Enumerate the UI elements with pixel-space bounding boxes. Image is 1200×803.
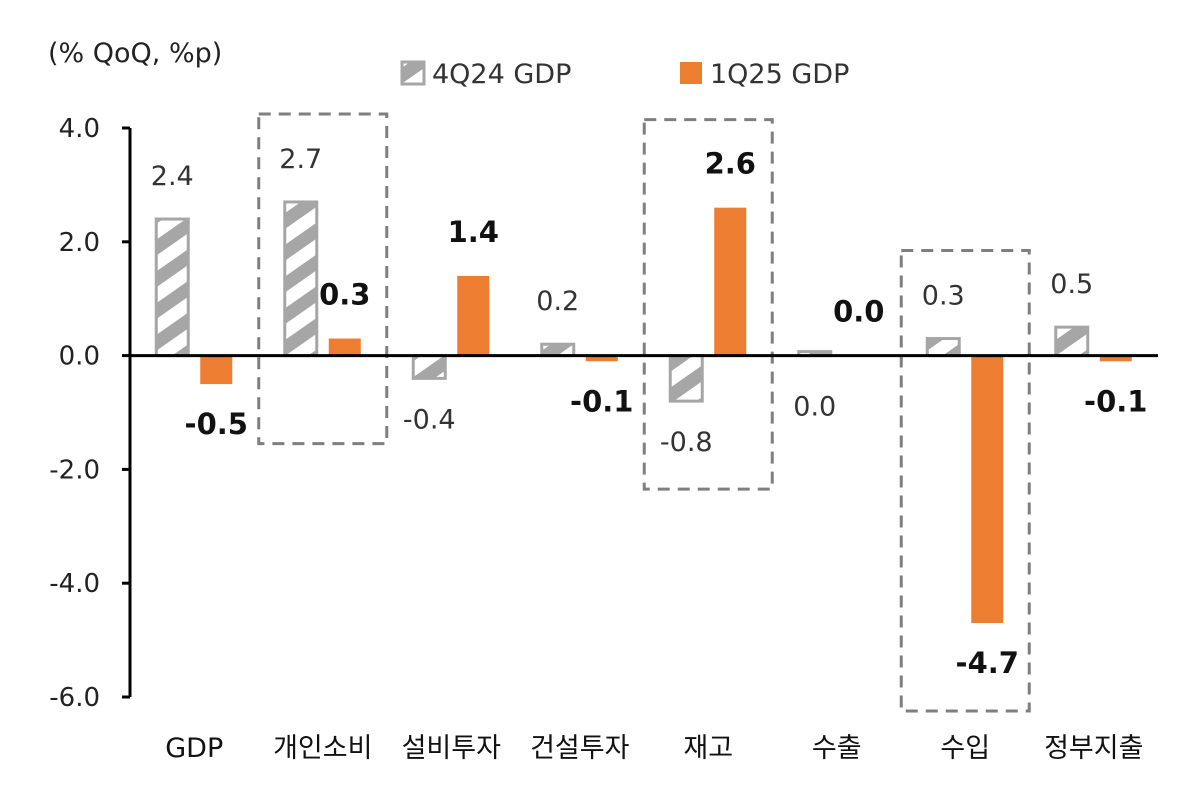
- bar-curr: [457, 275, 490, 356]
- y-tick-label: -2.0: [49, 455, 100, 485]
- value-label-curr: 1.4: [448, 215, 499, 249]
- legend-label-curr: 1Q25 GDP: [710, 59, 849, 90]
- category-label: GDP: [165, 733, 223, 764]
- value-label-prev: 2.4: [151, 161, 194, 192]
- bar-curr: [971, 355, 1004, 624]
- bar-curr: [714, 207, 747, 356]
- bar-prev: [154, 217, 190, 358]
- category-label: 재고: [683, 733, 733, 764]
- category-label: 수출: [812, 733, 862, 764]
- bar-prev: [540, 342, 576, 358]
- highlight-box: [642, 118, 774, 491]
- bar-curr: [1099, 355, 1132, 362]
- legend-item-curr: 1Q25 GDP: [680, 59, 849, 90]
- value-label-prev: -0.8: [660, 427, 713, 458]
- legend-swatch-curr: [680, 62, 702, 84]
- category-label: 설비투자: [402, 733, 502, 764]
- bar-prev: [668, 354, 704, 403]
- highlight-box: [899, 249, 1031, 713]
- value-labels: 2.4 -0.5 2.7 0.3 -0.4 1.4 0.2 -0.1 -0.8 2.6 0.0 0.0…: [151, 144, 1148, 680]
- category-labels: GDP 개인소비 설비투자 건설투자 재고 수출 수입 정부지출: [165, 733, 1143, 764]
- value-label-curr: -0.1: [1084, 384, 1147, 418]
- bar-prev: [1054, 325, 1090, 358]
- bar-curr: [200, 355, 233, 385]
- value-label-curr: -4.7: [956, 646, 1019, 680]
- unit-label: (% QoQ, %p): [48, 38, 222, 69]
- value-label-curr: 0.3: [319, 278, 370, 312]
- y-tick-label: 0.0: [59, 342, 100, 372]
- axes: [122, 126, 1158, 699]
- bar-prev: [925, 337, 961, 358]
- bar-prev: [283, 200, 319, 358]
- legend-item-prev: 4Q24 GDP: [400, 59, 571, 90]
- value-label-curr: 2.6: [705, 147, 756, 181]
- category-label: 건설투자: [530, 733, 630, 764]
- value-label-prev: 0.3: [922, 281, 965, 312]
- bar-prev: [411, 354, 447, 380]
- category-label: 수입: [940, 733, 990, 764]
- value-label-curr: -0.1: [570, 384, 633, 418]
- y-tick-label: 2.0: [59, 228, 100, 258]
- y-tick-label: -6.0: [49, 683, 100, 713]
- value-label-curr: -0.5: [185, 407, 248, 441]
- value-label-prev: -0.4: [403, 404, 456, 435]
- highlight-boxes: [257, 112, 1031, 713]
- bar-curr: [585, 355, 618, 362]
- y-tick-label: 4.0: [59, 114, 100, 144]
- legend-label-prev: 4Q24 GDP: [432, 59, 571, 90]
- value-label-prev: 0.0: [793, 392, 836, 423]
- value-label-prev: 0.5: [1050, 269, 1093, 300]
- category-label: 개인소비: [273, 733, 372, 764]
- value-label-prev: 2.7: [279, 144, 322, 175]
- highlight-box: [257, 112, 389, 446]
- y-tick-labels: 4.0 2.0 0.0 -2.0 -4.0 -6.0: [49, 114, 100, 713]
- category-label: 정부지출: [1044, 733, 1143, 764]
- y-tick-label: -4.0: [49, 569, 100, 599]
- value-label-curr: 0.0: [833, 295, 884, 329]
- value-label-prev: 0.2: [536, 286, 579, 317]
- legend: 4Q24 GDP 1Q25 GDP: [400, 59, 849, 90]
- legend-swatch-prev: [400, 60, 426, 86]
- bar-curr: [328, 338, 361, 356]
